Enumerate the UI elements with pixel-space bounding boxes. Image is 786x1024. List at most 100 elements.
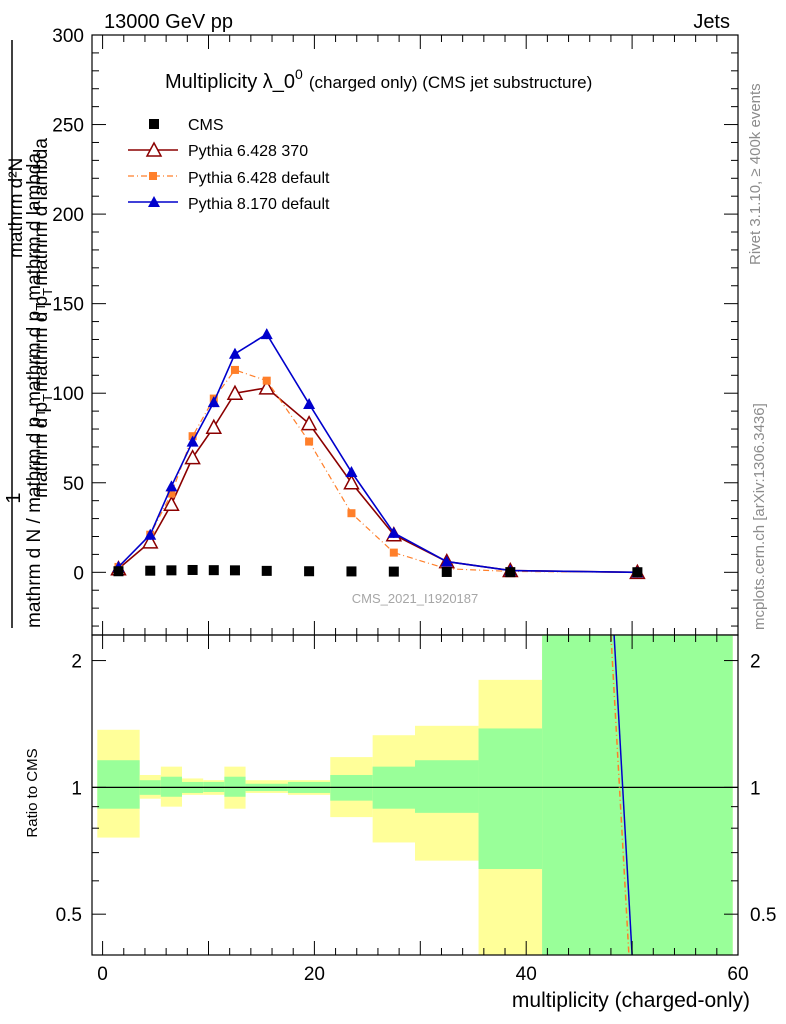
legend-label-pythia6-370: Pythia 6.428 370 (188, 143, 308, 160)
ratio-x-tick-label: 40 (516, 964, 537, 985)
pythia6-default-point (347, 509, 356, 518)
title-subtitle: (charged only) (CMS jet substructure) (309, 73, 592, 92)
y-label-bot-sub-2: T (33, 303, 48, 311)
legend-item-pythia6-default: Pythia 6.428 default (128, 170, 330, 187)
pythia6-370-point (205, 418, 223, 434)
pythia8-point (303, 397, 316, 409)
pythia8-point (228, 347, 241, 359)
legend: CMS Pythia 6.428 370 Pythia 6.428 defaul… (128, 117, 330, 213)
pythia6-370-point (300, 415, 318, 431)
ratio-stat-band (224, 776, 246, 797)
pythia8-point (186, 435, 199, 447)
cms-data-point (346, 566, 357, 577)
x-axis-label: multiplicity (charged-only) (512, 989, 750, 1012)
pythia6-default-point (389, 548, 398, 557)
main-y-tick-label: 200 (52, 205, 84, 226)
main-y-tick-label: 300 (52, 26, 84, 47)
y-label-mid-3: mathrm d lambda (31, 138, 52, 286)
legend-marker-pythia8 (148, 196, 160, 207)
cms-data-point (208, 565, 219, 576)
legend-label-cms: CMS (188, 117, 224, 134)
pythia8-point (165, 480, 178, 492)
ratio-stat-band (542, 635, 733, 955)
main-y-tick-label: 0 (73, 563, 84, 584)
ratio-x-tick-label: 0 (97, 964, 108, 985)
cms-data-point (632, 567, 643, 578)
title-main: Multiplicity λ_0 (165, 71, 295, 93)
legend-label-pythia6-default: Pythia 6.428 default (188, 170, 330, 187)
ratio-stat-band (97, 760, 140, 809)
main-x-ticks (102, 35, 739, 635)
y-label-bottom: mathrm d N / mathrm d pTmathrm d pTmathr… (24, 153, 48, 628)
ratio-model-line (613, 634, 633, 956)
main-y-tick-label: 250 (52, 116, 84, 137)
ratio-model-line (610, 634, 630, 956)
ratio-uncertainty-bands (97, 635, 733, 955)
pythia6-370-point (226, 384, 244, 400)
cms-data-point (441, 566, 452, 577)
y-label-bot-sub-1: T (33, 409, 48, 417)
ratio-x-ticks: 0 20 40 60 (97, 635, 749, 985)
ratio-y-tick-label: 0.5 (56, 905, 82, 926)
y-label-bot-3: mathrm d lambda (24, 153, 45, 301)
y-label-mid-2: mathrm d p (31, 296, 52, 392)
legend-label-pythia8: Pythia 8.170 default (188, 196, 330, 213)
legend-marker-cms (149, 119, 159, 129)
ratio-y-tick-label-right: 0.5 (750, 905, 776, 926)
title-superscript: 0 (295, 66, 303, 82)
ratio-x-tick-label: 20 (304, 964, 325, 985)
series-line (117, 386, 638, 574)
y-label-mid-1: mathrm d p (31, 402, 52, 498)
header-right-label: Jets (693, 11, 730, 33)
cms-data-point (229, 565, 240, 576)
mcplots-info-label: mcplots.cern.ch [arXiv:1306.3436] (751, 403, 768, 630)
legend-marker-pythia6-370 (145, 141, 163, 157)
main-y-tick-label: 150 (52, 295, 84, 316)
pythia8-point (387, 526, 400, 538)
cms-data-point (304, 566, 315, 577)
y-label-one: 1 (3, 492, 25, 503)
ratio-y-tick-label-right: 2 (750, 652, 761, 673)
cms-data-point (113, 566, 124, 577)
y-label-denominator: mathrm d pTmathrm d pTmathrm d lambda (31, 138, 55, 498)
y-label-mid-sub-1: T (40, 394, 55, 402)
pythia6-default-point (230, 365, 239, 374)
pythia8-point (440, 555, 453, 567)
cms-data-point (166, 565, 177, 576)
pythia6-default-point (305, 437, 314, 446)
ratio-x-tick-label: 60 (727, 964, 748, 985)
main-y-tick-label: 50 (63, 474, 84, 495)
analysis-watermark: CMS_2021_I1920187 (352, 591, 479, 606)
legend-marker-pythia6-default (149, 172, 157, 180)
pythia6-default-point (262, 376, 271, 385)
series-line (118, 369, 638, 573)
pythia6-default-point (167, 489, 176, 498)
cms-data-point (261, 565, 272, 576)
y-label-mid-sub-2: T (40, 288, 55, 296)
plot-title: Multiplicity λ_00 (charged only) (CMS jet… (165, 66, 592, 93)
ratio-stat-band (415, 760, 479, 813)
legend-item-cms: CMS (149, 117, 224, 134)
cms-data-point (145, 565, 156, 576)
ratio-model-lines (610, 634, 633, 956)
pythia6-370-point (343, 474, 360, 490)
legend-item-pythia6-370: Pythia 6.428 370 (128, 141, 308, 160)
ratio-y-tick-label: 1 (71, 778, 82, 799)
pythia8-point (207, 396, 220, 408)
ratio-stat-band (160, 776, 183, 797)
cms-data-point (187, 564, 198, 575)
header-left-label: 13000 GeV pp (104, 11, 233, 33)
pythia8-point (144, 528, 157, 540)
ratio-plot-frame (91, 634, 739, 956)
rivet-info-label: Rivet 3.1.10, ≥ 400k events (747, 83, 764, 265)
pythia8-point (345, 466, 358, 478)
y-label-bot-2: mathrm d p (24, 311, 45, 407)
cms-data-point (505, 567, 516, 578)
main-y-tick-label: 100 (52, 384, 84, 405)
ratio-y-axis-label: Ratio to CMS (24, 748, 41, 837)
cms-data-point (388, 566, 399, 577)
ratio-y-tick-label: 2 (71, 652, 82, 673)
pythia6-370-point (141, 533, 159, 549)
